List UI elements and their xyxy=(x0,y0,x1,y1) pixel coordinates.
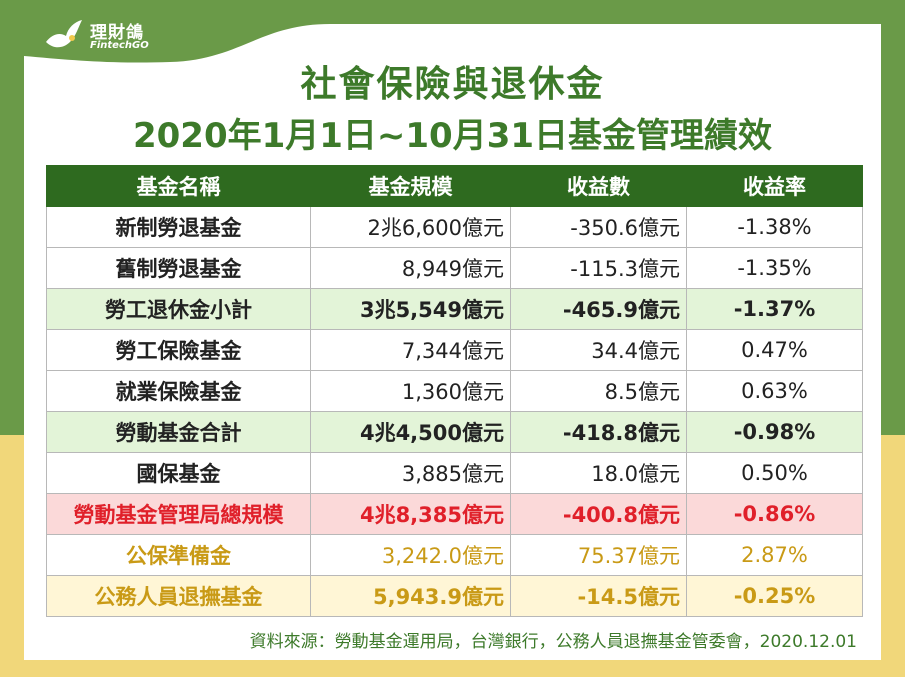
table-row: 新制勞退基金 2兆6,600億元 -350.6億元 -1.38% xyxy=(46,206,863,248)
return-rate: 0.47% xyxy=(686,329,863,371)
fund-size: 4兆4,500億元 xyxy=(310,411,511,453)
table-row: 國保基金 3,885億元 18.0億元 0.50% xyxy=(46,452,863,494)
data-source-note: 資料來源：勞動基金運用局，台灣銀行，公務人員退撫基金管委會，2020.12.01 xyxy=(249,632,857,652)
return-rate: -0.86% xyxy=(686,493,863,535)
fund-size: 7,344億元 xyxy=(310,329,511,371)
table-row-grand-total: 勞動基金管理局總規模 4兆8,385億元 -400.8億元 -0.86% xyxy=(46,493,863,535)
fund-size: 3兆5,549億元 xyxy=(310,288,511,330)
return-rate: -1.35% xyxy=(686,247,863,289)
table-row: 公務人員退撫基金 5,943.9億元 -14.5億元 -0.25% xyxy=(46,575,863,617)
return-amount: -400.8億元 xyxy=(510,493,687,535)
return-amount: 34.4億元 xyxy=(510,329,687,371)
table-row: 就業保險基金 1,360億元 8.5億元 0.63% xyxy=(46,370,863,412)
return-amount: -14.5億元 xyxy=(510,575,687,617)
fund-size: 5,943.9億元 xyxy=(310,575,511,617)
fund-name: 勞工退休金小計 xyxy=(46,288,311,330)
fund-name: 公務人員退撫基金 xyxy=(46,575,311,617)
table-row: 舊制勞退基金 8,949億元 -115.3億元 -1.35% xyxy=(46,247,863,289)
header-fund-name: 基金名稱 xyxy=(46,165,311,207)
fund-name: 國保基金 xyxy=(46,452,311,494)
header-return-rate: 收益率 xyxy=(686,165,863,207)
return-amount: 75.37億元 xyxy=(510,534,687,576)
return-amount: -350.6億元 xyxy=(510,206,687,248)
fund-name: 就業保險基金 xyxy=(46,370,311,412)
logo: 理財鴿 FintechGO xyxy=(42,16,192,56)
table-row: 公保準備金 3,242.0億元 75.37億元 2.87% xyxy=(46,534,863,576)
logo-subtitle: FintechGO xyxy=(90,40,149,51)
return-amount: -465.9億元 xyxy=(510,288,687,330)
fund-performance-table: 基金名稱 基金規模 收益數 收益率 新制勞退基金 2兆6,600億元 -350.… xyxy=(46,165,863,617)
return-rate: -0.25% xyxy=(686,575,863,617)
dove-icon xyxy=(46,20,82,48)
header-return-amount: 收益數 xyxy=(510,165,687,207)
fund-name: 公保準備金 xyxy=(46,534,311,576)
table-row-subtotal: 勞工退休金小計 3兆5,549億元 -465.9億元 -1.37% xyxy=(46,288,863,330)
return-rate: -1.38% xyxy=(686,206,863,248)
return-rate: -0.98% xyxy=(686,411,863,453)
header-fund-size: 基金規模 xyxy=(310,165,511,207)
return-amount: 8.5億元 xyxy=(510,370,687,412)
fund-name: 新制勞退基金 xyxy=(46,206,311,248)
table-row-total: 勞動基金合計 4兆4,500億元 -418.8億元 -0.98% xyxy=(46,411,863,453)
fund-size: 4兆8,385億元 xyxy=(310,493,511,535)
page-title: 社會保險與退休金 xyxy=(300,64,605,105)
table-header-row: 基金名稱 基金規模 收益數 收益率 xyxy=(46,165,863,207)
fund-size: 2兆6,600億元 xyxy=(310,206,511,248)
fund-name: 勞動基金合計 xyxy=(46,411,311,453)
return-rate: 2.87% xyxy=(686,534,863,576)
return-rate: 0.50% xyxy=(686,452,863,494)
fund-size: 3,885億元 xyxy=(310,452,511,494)
fund-name: 勞工保險基金 xyxy=(46,329,311,371)
fund-size: 8,949億元 xyxy=(310,247,511,289)
return-rate: -1.37% xyxy=(686,288,863,330)
return-amount: 18.0億元 xyxy=(510,452,687,494)
fund-size: 1,360億元 xyxy=(310,370,511,412)
logo-title: 理財鴿 xyxy=(90,23,144,43)
return-amount: -418.8億元 xyxy=(510,411,687,453)
page-subtitle: 2020年1月1日~10月31日基金管理績效 xyxy=(132,116,773,156)
return-rate: 0.63% xyxy=(686,370,863,412)
fund-name: 舊制勞退基金 xyxy=(46,247,311,289)
header-wave xyxy=(0,0,905,80)
fund-size: 3,242.0億元 xyxy=(310,534,511,576)
return-amount: -115.3億元 xyxy=(510,247,687,289)
table-row: 勞工保險基金 7,344億元 34.4億元 0.47% xyxy=(46,329,863,371)
fund-name: 勞動基金管理局總規模 xyxy=(46,493,311,535)
